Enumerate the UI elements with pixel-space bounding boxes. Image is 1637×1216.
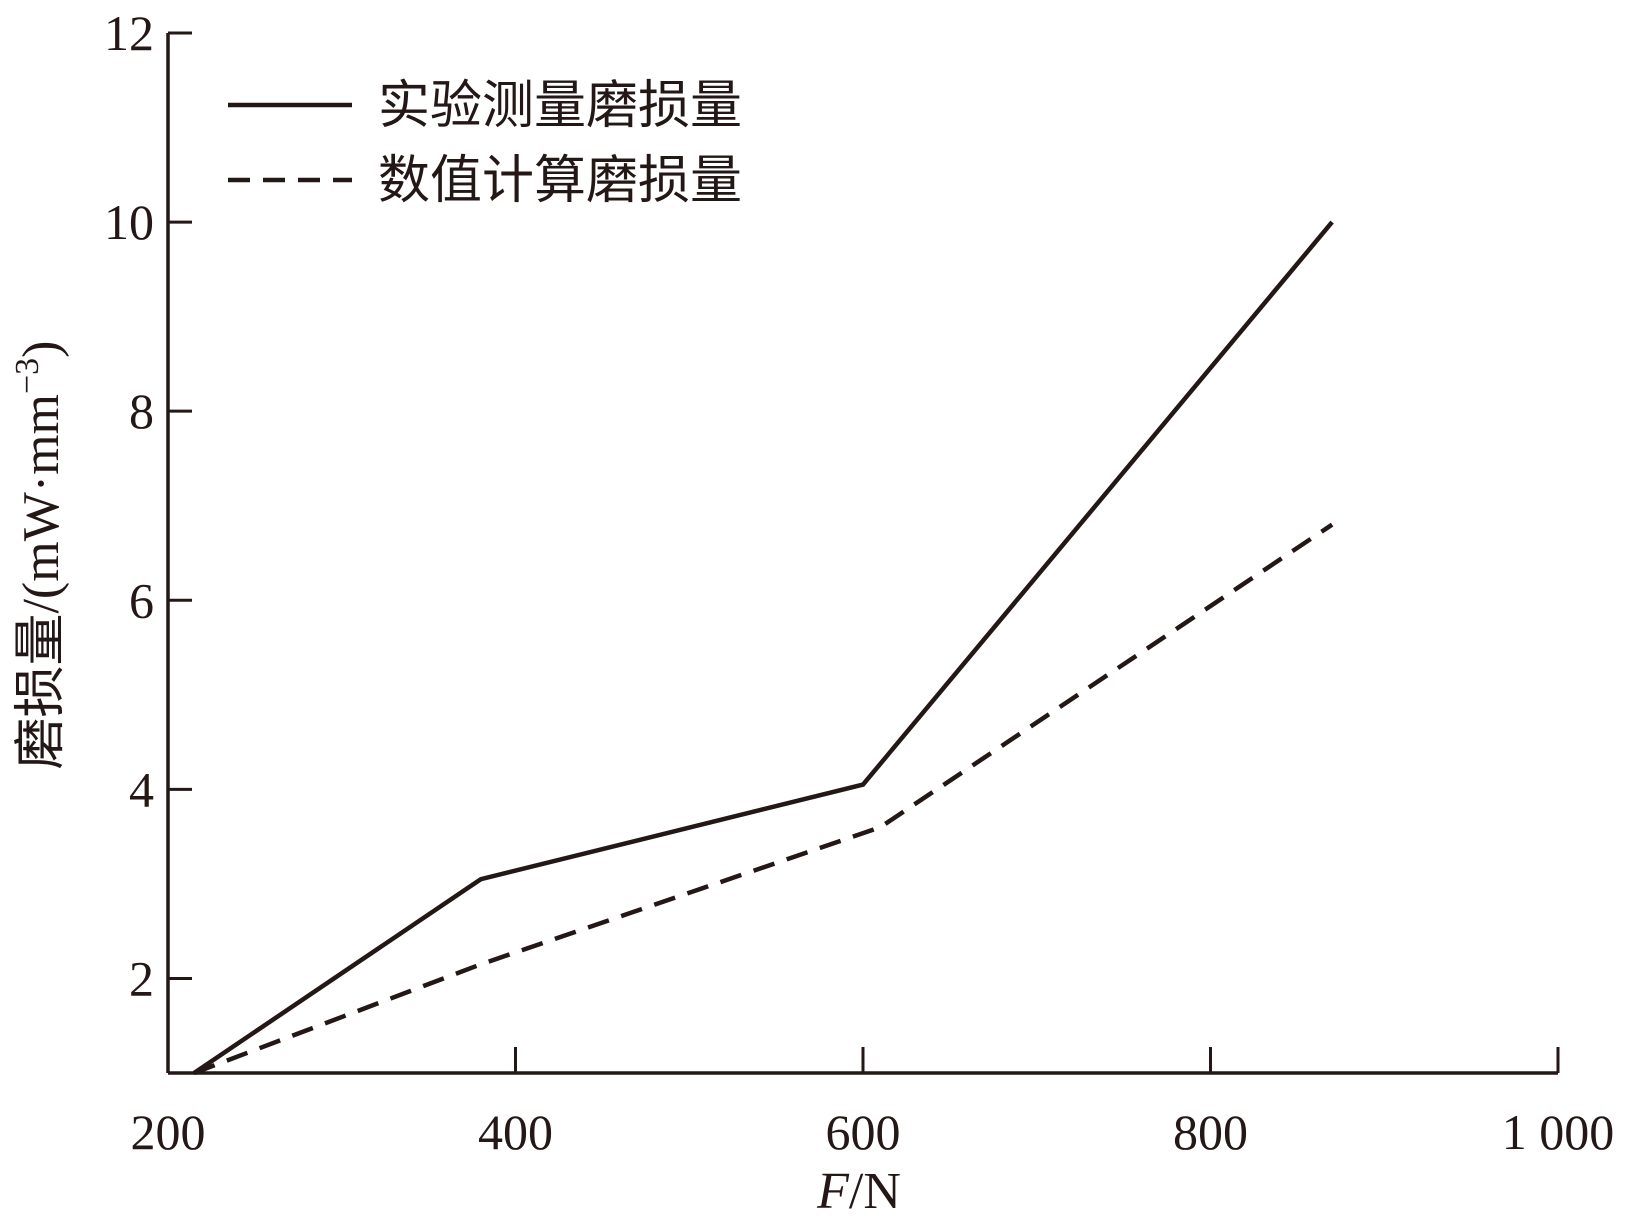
- y-tick-label: 8: [129, 383, 154, 439]
- y-tick-label: 4: [129, 761, 154, 817]
- y-axis-title: 磨损量/(mW·mm−3): [9, 340, 70, 769]
- x-tick-label: 600: [826, 1104, 901, 1160]
- y-axis-title-exponent: −3: [9, 358, 46, 394]
- x-axis-title-unit: /N: [849, 1163, 901, 1216]
- y-tick-label: 12: [104, 5, 154, 61]
- y-tick-label: 6: [129, 572, 154, 628]
- legend-label-2: 数值计算磨损量: [378, 153, 742, 210]
- series-line-1: [192, 220, 1334, 1075]
- y-tick-label: 10: [104, 194, 154, 250]
- legend-label-1: 实验测量磨损量: [378, 78, 742, 135]
- x-tick-label: 1 000: [1502, 1104, 1615, 1160]
- series-line-2: [193, 522, 1334, 1076]
- axes: [166, 33, 1558, 1075]
- x-tick-label: 400: [478, 1104, 553, 1160]
- series-lines: [192, 220, 1334, 1076]
- y-axis-title-close: ): [13, 340, 70, 357]
- x-axis-title: F/N: [816, 1163, 901, 1216]
- ticks: 200 400 600 800 1 000 2 4 6 8 10 12: [104, 5, 1614, 1160]
- y-tick-label: 2: [129, 950, 154, 1006]
- x-tick-label: 800: [1173, 1104, 1248, 1160]
- x-tick-label: 200: [131, 1104, 206, 1160]
- x-axis-title-variable: F: [816, 1163, 850, 1216]
- y-axis-title-main: 磨损量/(mW·mm: [13, 394, 70, 770]
